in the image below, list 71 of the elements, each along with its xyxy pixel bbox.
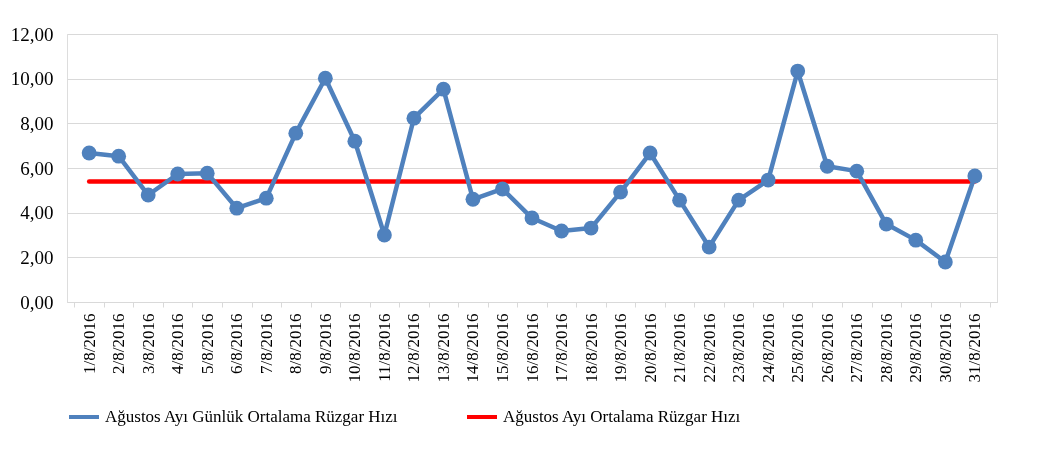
- x-tick-label: 26/8/2016: [817, 313, 837, 383]
- x-tick-label: 2/8/2016: [109, 313, 129, 374]
- y-tick-label: 8,00: [20, 112, 54, 134]
- x-tick-label: 11/8/2016: [374, 313, 394, 382]
- point: [701, 239, 717, 255]
- point: [81, 145, 97, 161]
- x-tick-label: 18/8/2016: [581, 313, 601, 383]
- point: [524, 210, 540, 226]
- point: [258, 190, 274, 206]
- point: [288, 125, 304, 141]
- x-tick-label: 10/8/2016: [345, 313, 365, 383]
- x-tick-label: 20/8/2016: [640, 313, 660, 383]
- point: [760, 172, 776, 188]
- legend-label: Ağustos Ayı Ortalama Rüzgar Hızı: [503, 407, 741, 426]
- y-tick-label: 6,00: [20, 157, 54, 179]
- point: [436, 81, 451, 97]
- point: [406, 110, 422, 126]
- x-tick-label: 16/8/2016: [522, 313, 542, 383]
- y-tick-label: 4,00: [20, 202, 54, 224]
- x-tick-label: 4/8/2016: [168, 313, 188, 374]
- point: [819, 158, 835, 174]
- x-tick-label: 15/8/2016: [492, 313, 512, 383]
- x-tick-label: 25/8/2016: [788, 313, 808, 383]
- x-tick-label: 27/8/2016: [847, 313, 867, 383]
- x-tick-label: 9/8/2016: [315, 313, 335, 374]
- point: [199, 165, 215, 181]
- x-tick-label: 19/8/2016: [611, 313, 631, 383]
- x-tick-label: 21/8/2016: [670, 313, 690, 383]
- point: [170, 166, 186, 182]
- x-tick-label: 3/8/2016: [138, 313, 158, 374]
- point: [140, 187, 156, 203]
- point: [347, 133, 363, 149]
- x-tick-label: 1/8/2016: [79, 313, 99, 374]
- point: [937, 254, 953, 270]
- point: [731, 192, 747, 208]
- x-tick-label: 7/8/2016: [256, 313, 276, 374]
- x-tick-label: 22/8/2016: [699, 313, 719, 383]
- x-tick-label: 29/8/2016: [906, 313, 926, 383]
- x-tick-label: 30/8/2016: [935, 313, 955, 383]
- point: [317, 70, 333, 86]
- x-tick-label: 13/8/2016: [433, 313, 453, 383]
- x-tick-label: 8/8/2016: [286, 313, 306, 374]
- point: [583, 220, 599, 236]
- point: [908, 232, 924, 248]
- x-tick-label: 31/8/2016: [965, 313, 985, 383]
- point: [229, 200, 245, 216]
- point: [642, 145, 658, 161]
- point: [554, 223, 569, 239]
- point: [849, 163, 865, 179]
- x-tick-label: 24/8/2016: [758, 313, 778, 383]
- point: [878, 216, 894, 232]
- x-tick-label: 28/8/2016: [876, 313, 896, 383]
- x-tick-label: 23/8/2016: [729, 313, 749, 383]
- y-tick-label: 12,00: [10, 23, 54, 45]
- y-tick-label: 2,00: [20, 246, 54, 268]
- legend-label: Ağustos Ayı Günlük Ortalama Rüzgar Hızı: [105, 407, 398, 426]
- point: [613, 184, 628, 200]
- point: [111, 148, 127, 164]
- x-tick-label: 6/8/2016: [227, 313, 247, 374]
- point: [465, 191, 481, 207]
- point: [672, 192, 688, 208]
- x-tick-label: 17/8/2016: [552, 313, 572, 383]
- y-tick-label: 0,00: [20, 291, 54, 313]
- point: [376, 227, 392, 243]
- x-tick-label: 5/8/2016: [197, 313, 217, 374]
- point: [967, 168, 983, 184]
- x-tick-label: 14/8/2016: [463, 313, 483, 383]
- point: [790, 63, 806, 79]
- point: [495, 181, 510, 197]
- y-tick-label: 10,00: [10, 68, 54, 90]
- x-tick-label: 12/8/2016: [404, 313, 424, 383]
